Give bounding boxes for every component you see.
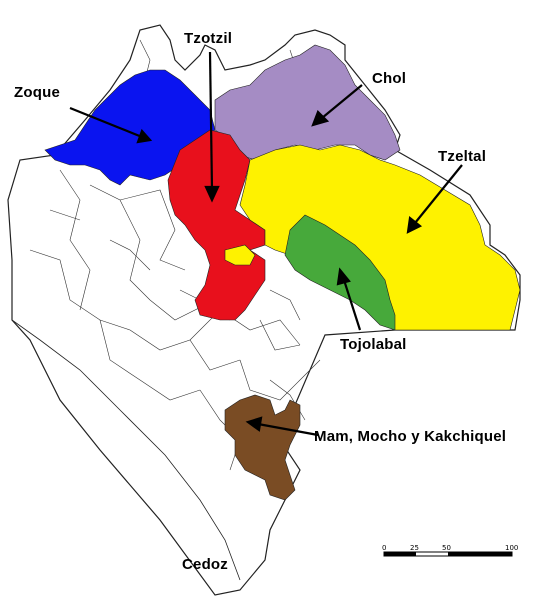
label-tzeltal: Tzeltal (438, 148, 487, 165)
label-zoque: Zoque (14, 84, 60, 101)
pointer-arrows (69, 51, 463, 437)
credit-label: Cedoz (182, 556, 228, 573)
region-chol (214, 44, 401, 161)
label-tzotzil: Tzotzil (184, 30, 233, 47)
label-tojolabal: Tojolabal (340, 336, 407, 353)
scale-tick-25: 25 (410, 544, 419, 552)
label-chol: Chol (372, 70, 407, 87)
region-tzeltal (239, 144, 521, 331)
region-tzotzil (167, 129, 266, 321)
region-mam (224, 394, 301, 501)
scale-tick-100: 100 (505, 544, 519, 552)
label-mam: Mam, Mocho y Kakchiquel (314, 428, 507, 445)
scale-tick-50: 50 (442, 544, 451, 552)
scale-bar (383, 551, 513, 557)
scale-tick-0: 0 (382, 544, 387, 552)
coastline (11, 319, 241, 581)
region-tzeltal-enclave (224, 244, 256, 266)
